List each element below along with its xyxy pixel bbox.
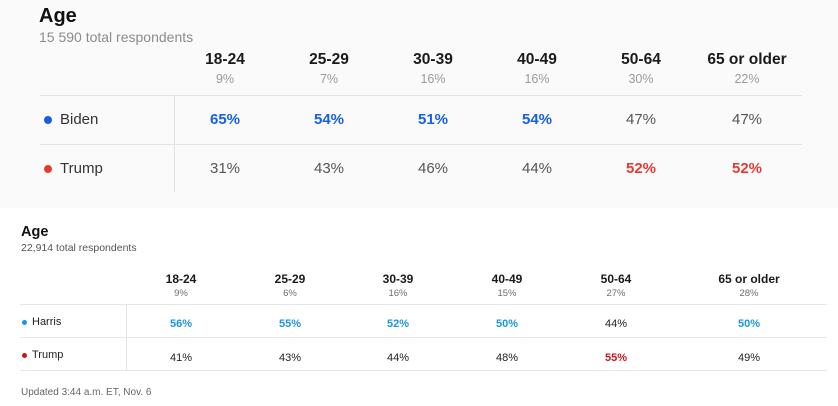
candidate-name: Harris (32, 316, 62, 328)
table-cell: 55% (604, 352, 628, 364)
exit-poll-age-2020: Age 15 590 total respondents 18-24 9% 25… (39, 5, 802, 192)
table-cell: 44% (386, 352, 410, 364)
table-cell: 31% (209, 160, 241, 177)
column-header-30-39: 30-39 (413, 51, 453, 68)
column-header-40-49: 40-49 (517, 51, 557, 68)
table-cell: 54% (313, 111, 345, 128)
table-cell: 46% (417, 160, 449, 177)
table-row-label: Trump (44, 160, 103, 177)
table-row-label: Biden (44, 111, 98, 128)
column-share-50-64: 30% (628, 72, 654, 86)
column-share-40-49: 16% (524, 72, 550, 86)
column-header-65-plus: 65 or older (718, 272, 780, 286)
respondents-count: 22,914 total respondents (21, 242, 137, 254)
table-cell: 48% (495, 352, 519, 364)
candidate-dot-icon (44, 164, 52, 173)
column-share-50-64: 27% (606, 288, 626, 299)
column-header-65-plus: 65 or older (707, 51, 787, 68)
column-share-65-plus: 28% (739, 288, 759, 299)
header-divider (40, 95, 802, 96)
column-share-30-39: 16% (420, 72, 446, 86)
table-cell: 52% (625, 160, 657, 177)
column-header-25-29: 25-29 (309, 51, 349, 68)
candidate-dot-icon (22, 352, 27, 358)
row-divider (20, 337, 827, 338)
label-column-divider (174, 96, 175, 192)
table-cell: 55% (278, 318, 302, 330)
table-cell: 52% (731, 160, 763, 177)
respondents-count: 15 590 total respondents (39, 29, 194, 45)
candidate-name: Biden (60, 111, 99, 128)
exit-poll-age-2024: Age 22,914 total respondents 18-24 9% 25… (0, 210, 838, 406)
table-cell: 65% (209, 111, 241, 128)
table-cell: 50% (737, 318, 761, 330)
candidate-dot-icon (44, 115, 52, 124)
candidate-dot-icon (22, 319, 27, 325)
column-share-18-24: 9% (174, 288, 188, 299)
column-header-25-29: 25-29 (274, 272, 306, 286)
column-share-30-39: 16% (388, 288, 408, 299)
table-cell: 43% (313, 160, 345, 177)
table-row-label: Harris (22, 316, 61, 328)
table-cell: 51% (417, 111, 449, 128)
table-cell: 43% (278, 352, 302, 364)
column-header-50-64: 50-64 (621, 51, 661, 68)
table-cell: 56% (169, 318, 193, 330)
table-row-label: Trump (22, 349, 63, 361)
column-header-50-64: 50-64 (600, 272, 632, 286)
table-cell: 50% (495, 318, 519, 330)
table-cell: 47% (731, 111, 763, 128)
panel-title: Age (21, 224, 49, 240)
candidate-name: Trump (32, 349, 64, 361)
candidate-name: Trump (60, 160, 103, 177)
table-cell: 47% (625, 111, 657, 128)
table-cell: 44% (604, 318, 628, 330)
column-share-18-24: 9% (215, 72, 235, 86)
column-header-18-24: 18-24 (165, 272, 197, 286)
header-divider (20, 304, 827, 305)
table-cell: 54% (521, 111, 553, 128)
panel-title: Age (39, 5, 77, 27)
table-cell: 44% (521, 160, 553, 177)
table-bottom-divider (20, 370, 827, 371)
updated-timestamp: Updated 3:44 a.m. ET, Nov. 6 (21, 387, 152, 398)
column-header-40-49: 40-49 (491, 272, 523, 286)
row-divider (40, 144, 802, 145)
column-header-18-24: 18-24 (205, 51, 245, 68)
column-share-40-49: 15% (497, 288, 517, 299)
column-share-25-29: 7% (319, 72, 339, 86)
column-share-25-29: 6% (283, 288, 297, 299)
table-cell: 52% (386, 318, 410, 330)
table-cell: 41% (169, 352, 193, 364)
label-column-divider (126, 304, 127, 370)
table-cell: 49% (737, 352, 761, 364)
column-header-30-39: 30-39 (382, 272, 414, 286)
column-share-65-plus: 22% (734, 72, 760, 86)
